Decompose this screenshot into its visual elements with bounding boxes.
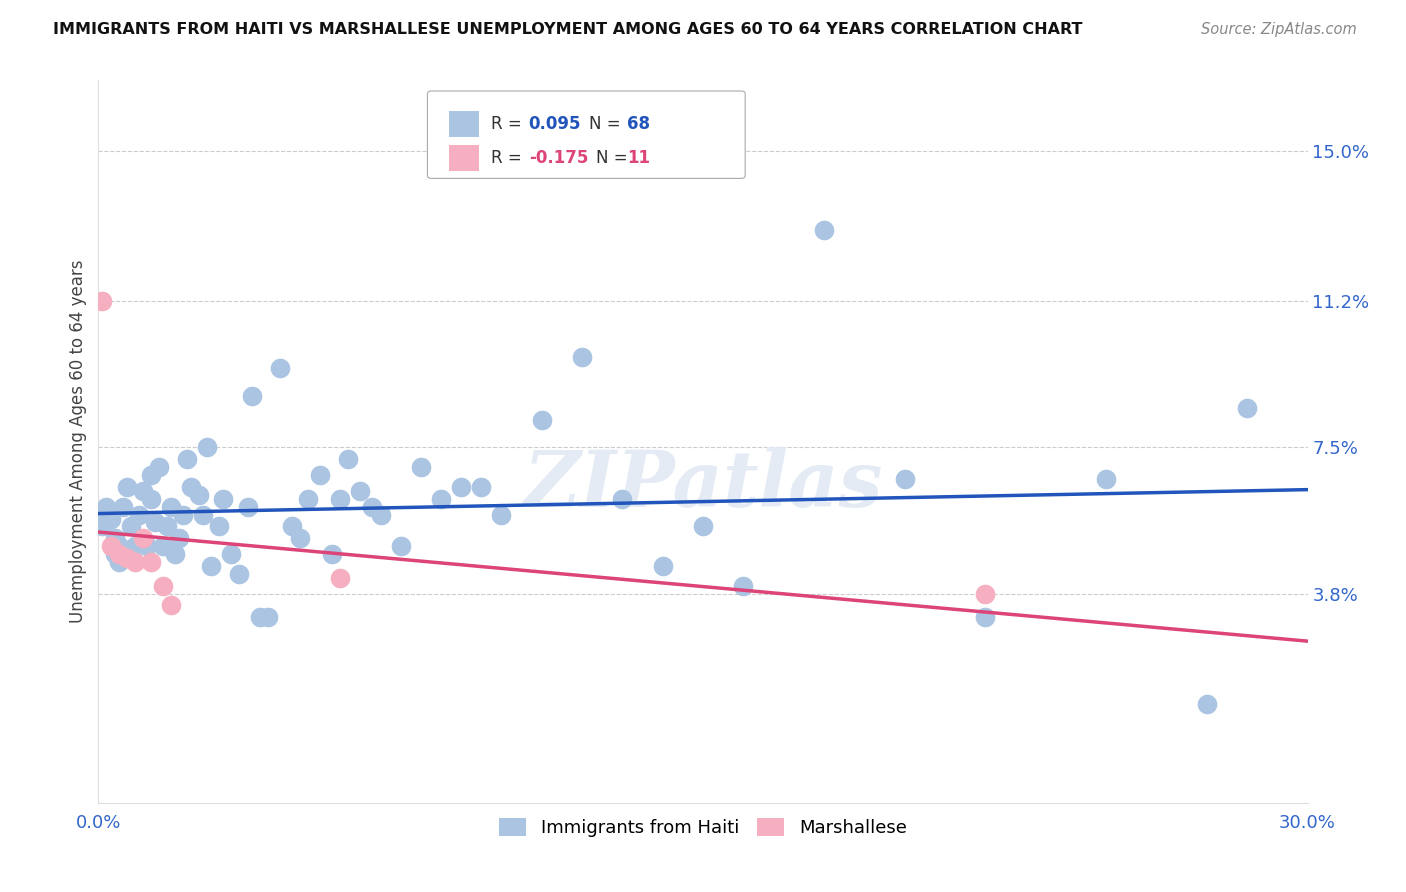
Text: N =: N = (596, 149, 633, 167)
Text: ZIPatlas: ZIPatlas (523, 447, 883, 523)
Point (188, 488, 211, 502)
Point (148, 460, 170, 475)
Point (370, 508, 392, 522)
Point (111, 500, 134, 514)
Text: R =: R = (491, 115, 527, 133)
Point (124, 539, 146, 553)
Point (172, 508, 194, 522)
Point (96, 500, 118, 514)
Point (128, 508, 150, 522)
Point (361, 500, 384, 514)
Point (530, 413, 553, 427)
Point (470, 480, 492, 494)
Point (309, 468, 332, 483)
Point (256, 610, 278, 624)
Point (974, 610, 997, 624)
Point (163, 547, 186, 561)
Point (281, 519, 304, 533)
Point (491, 508, 513, 522)
Point (893, 472, 915, 486)
Point (91, 294, 114, 309)
Point (156, 519, 179, 533)
Point (1095, 472, 1118, 486)
Point (115, 480, 138, 494)
Point (269, 361, 291, 376)
Point (349, 483, 371, 498)
Text: R =: R = (491, 149, 527, 167)
Y-axis label: Unemployment Among Ages 60 to 64 years: Unemployment Among Ages 60 to 64 years (69, 260, 87, 624)
Point (221, 547, 243, 561)
Point (389, 539, 412, 553)
Point (96, 508, 118, 522)
Point (321, 547, 343, 561)
Point (297, 491, 319, 506)
Point (120, 519, 142, 533)
Point (193, 508, 215, 522)
Point (139, 555, 162, 569)
Text: 68: 68 (627, 115, 650, 133)
Point (208, 519, 231, 533)
Point (139, 468, 162, 483)
Point (337, 452, 360, 467)
Point (651, 558, 673, 573)
Point (1236, 401, 1258, 415)
Point (107, 547, 129, 561)
Point (240, 389, 263, 403)
Point (228, 566, 250, 581)
Point (249, 610, 271, 624)
Text: N =: N = (589, 115, 626, 133)
Point (103, 547, 125, 561)
Point (409, 460, 432, 475)
Point (160, 500, 183, 514)
Point (195, 441, 218, 455)
Text: Source: ZipAtlas.com: Source: ZipAtlas.com (1201, 22, 1357, 37)
Point (167, 531, 190, 545)
Point (974, 586, 997, 600)
Point (329, 571, 352, 585)
Point (180, 480, 202, 494)
Point (813, 223, 835, 237)
Point (733, 579, 755, 593)
Point (692, 519, 714, 533)
Text: 11: 11 (627, 149, 650, 167)
Point (329, 491, 352, 506)
Point (135, 539, 157, 553)
Point (124, 555, 146, 569)
Point (160, 599, 183, 613)
Point (91, 519, 114, 533)
Point (288, 531, 311, 545)
Text: -0.175: -0.175 (529, 149, 588, 167)
Point (176, 452, 198, 467)
Point (200, 558, 222, 573)
Point (450, 480, 472, 494)
Point (139, 491, 162, 506)
Point (132, 531, 155, 545)
Point (143, 516, 166, 530)
Point (571, 350, 593, 364)
Text: IMMIGRANTS FROM HAITI VS MARSHALLESE UNEMPLOYMENT AMONG AGES 60 TO 64 YEARS CORR: IMMIGRANTS FROM HAITI VS MARSHALLESE UNE… (53, 22, 1083, 37)
Text: 0.095: 0.095 (529, 115, 581, 133)
Point (430, 491, 453, 506)
Point (152, 579, 174, 593)
Point (152, 539, 174, 553)
Point (1195, 697, 1218, 711)
Point (103, 531, 125, 545)
Legend: Immigrants from Haiti, Marshallese: Immigrants from Haiti, Marshallese (492, 811, 914, 845)
Point (612, 491, 634, 506)
Point (100, 511, 122, 525)
Point (212, 491, 235, 506)
Point (100, 539, 122, 553)
Point (236, 500, 259, 514)
Point (132, 483, 155, 498)
Point (115, 551, 138, 566)
Point (107, 555, 129, 569)
Point (107, 539, 129, 553)
